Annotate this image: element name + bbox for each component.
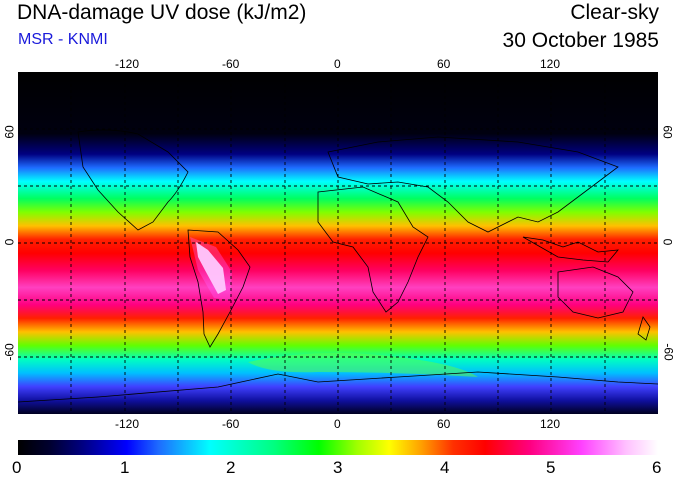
lat-tick-right-0: 0: [660, 238, 675, 246]
colorbar-label-1: 1: [120, 458, 130, 477]
europe-asia-coast: [327, 136, 619, 233]
lon-tick-top-0: 0: [334, 57, 341, 71]
lon-tick-top-60w: -60: [222, 57, 240, 71]
map-title: DNA-damage UV dose (kJ/m2): [17, 1, 307, 24]
uv-dose-map: [18, 72, 658, 414]
map-canvas: [18, 72, 658, 414]
map-date: 30 October 1985: [502, 29, 659, 52]
graticule: [18, 72, 658, 414]
colorbar-label-5: 5: [546, 458, 556, 477]
lat-tick-right-60s: -60: [661, 343, 676, 361]
south-america-coast: [187, 229, 251, 348]
lat-tick-left-60s: -60: [2, 343, 17, 361]
coastlines: [18, 129, 658, 403]
andes-pink-halo: [190, 237, 232, 300]
lon-tick-bottom-0: 0: [334, 417, 341, 431]
lon-tick-top-120e: 120: [540, 57, 561, 71]
map-source: MSR - KNMI: [18, 31, 108, 48]
lat-tick-right-60n: 60: [660, 125, 675, 139]
sky-condition: Clear-sky: [570, 1, 659, 24]
lat-tick-left-60n: 60: [2, 125, 17, 139]
north-america-coast: [77, 129, 189, 231]
lon-tick-bottom-120w: -120: [115, 417, 140, 431]
colorbar-label-0: 0: [12, 458, 22, 477]
lon-tick-bottom-60w: -60: [222, 417, 240, 431]
colorbar: [18, 440, 658, 455]
lon-tick-bottom-120e: 120: [540, 417, 561, 431]
antarctica-coast: [18, 371, 658, 403]
colorbar-label-2: 2: [226, 458, 236, 477]
andes-max-dose: [196, 242, 226, 294]
lon-tick-top-60e: 60: [437, 57, 451, 71]
lon-tick-bottom-60e: 60: [437, 417, 451, 431]
colorbar-label-4: 4: [440, 458, 450, 477]
australia-coast: [557, 266, 634, 319]
lat-tick-left-0: 0: [2, 238, 17, 246]
lon-tick-top-120w: -120: [115, 57, 140, 71]
maritime-asia-coast: [522, 236, 619, 263]
colorbar-label-6: 6: [652, 458, 662, 477]
antarctic-patch: [248, 353, 478, 377]
africa-coast: [317, 186, 429, 313]
colorbar-label-3: 3: [333, 458, 343, 477]
new-zealand-coast: [637, 316, 651, 341]
